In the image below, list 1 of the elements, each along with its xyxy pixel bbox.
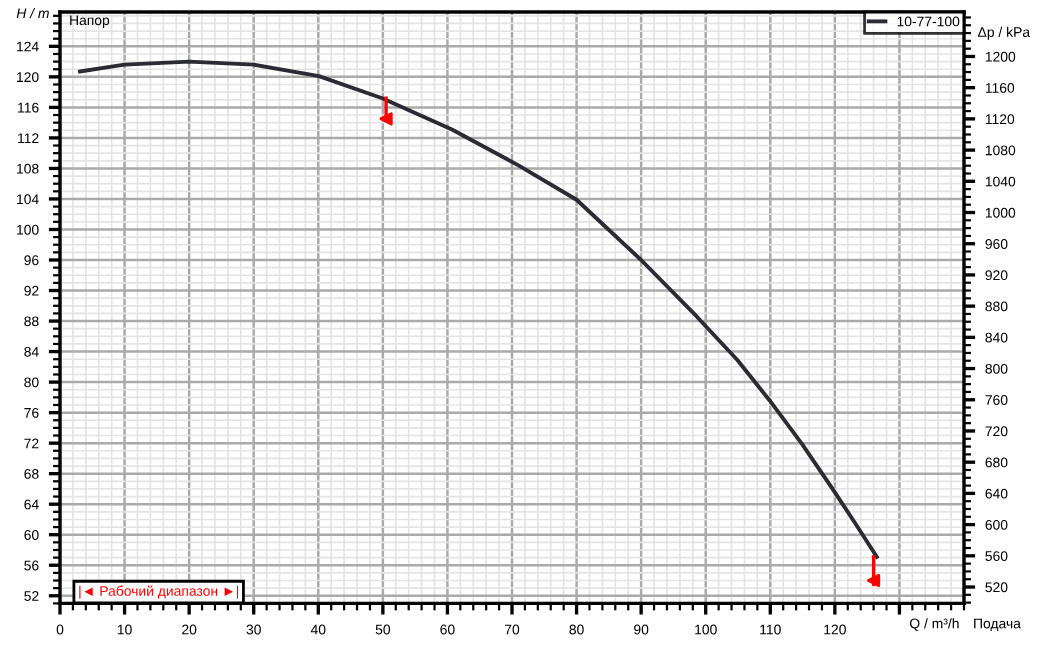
line-series	[78, 59, 879, 559]
